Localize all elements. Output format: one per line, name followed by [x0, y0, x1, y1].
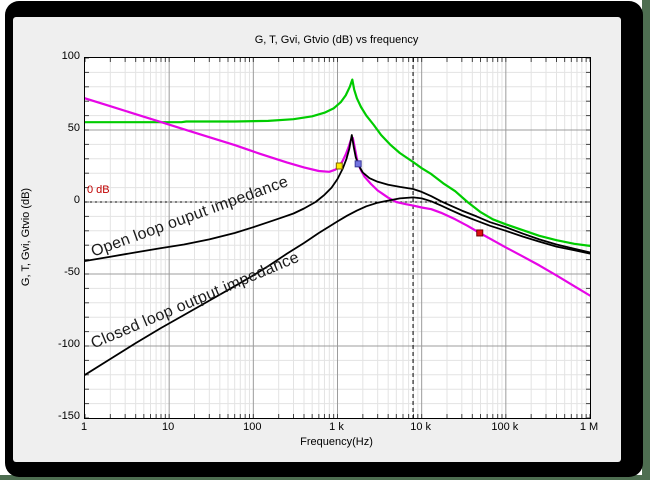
plot-svg[interactable] — [85, 58, 590, 418]
zero-db-cursor-label: 0 dB — [87, 184, 110, 196]
yellow-marker[interactable] — [335, 162, 343, 170]
chart-title: G, T, Gvi, Gtvio (dB) vs frequency — [254, 34, 419, 46]
x-tick-label: 100 k — [491, 421, 519, 433]
closed-loop-output-impedance-curve — [85, 196, 590, 376]
red-marker[interactable] — [476, 229, 484, 237]
y-tick-label: 50 — [67, 122, 80, 134]
x-tick-label: 10 — [162, 421, 175, 433]
plot-canvas[interactable] — [84, 57, 591, 419]
blue-marker[interactable] — [354, 160, 362, 168]
x-tick-label: 1 k — [329, 421, 344, 433]
x-tick-label: 10 k — [410, 421, 432, 433]
green-curve — [85, 78, 590, 247]
y-tick-label: -50 — [64, 266, 80, 278]
x-tick-label: 100 — [243, 421, 262, 433]
y-tick-label: 0 — [73, 194, 80, 206]
open-loop-output-impedance-curve — [85, 134, 590, 262]
y-axis-title: G, T, Gvi, Gtvio (dB) — [20, 187, 32, 287]
x-axis-title: Frequency(Hz) — [300, 436, 373, 448]
y-tick-label: 100 — [61, 50, 80, 62]
x-tick-label: 1 — [80, 421, 88, 433]
desktop-edge-right — [642, 0, 650, 480]
y-tick-label: -100 — [57, 338, 80, 350]
desktop-edge-bottom — [0, 475, 650, 480]
y-tick-label: -150 — [57, 410, 80, 422]
x-tick-label: 1 M — [579, 421, 599, 433]
